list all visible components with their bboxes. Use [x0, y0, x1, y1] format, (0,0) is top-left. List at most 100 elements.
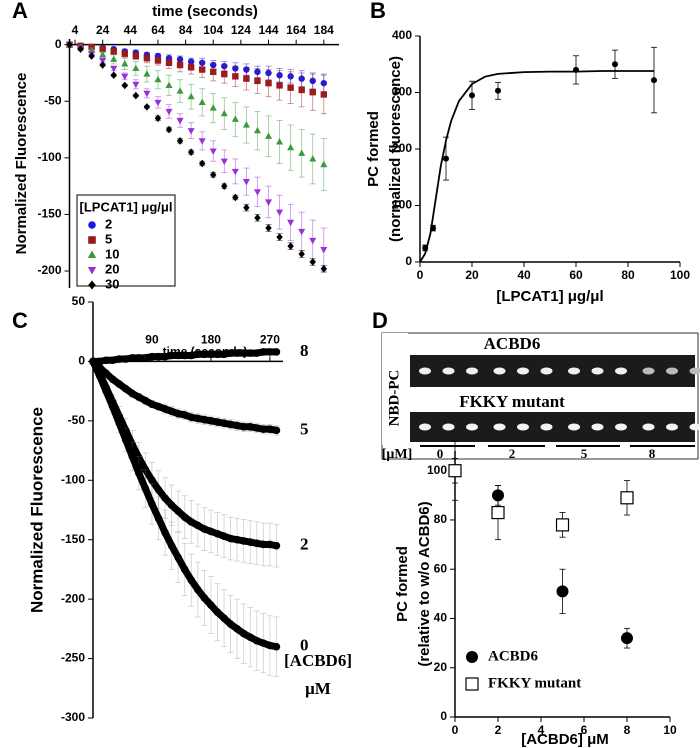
x-tick-label: 8 [624, 723, 631, 737]
x-tick-label: 0 [452, 723, 459, 737]
marker [272, 348, 281, 356]
marker [242, 121, 250, 128]
marker [187, 351, 196, 360]
y-tick-label: 200 [392, 141, 412, 155]
marker [239, 349, 248, 357]
marker [309, 258, 316, 266]
marker [154, 402, 163, 411]
x-tick-label: 20 [465, 268, 479, 282]
marker [265, 224, 272, 232]
marker [265, 79, 272, 87]
marker [99, 61, 106, 69]
marker [176, 137, 184, 145]
marker [209, 104, 217, 111]
marker [135, 469, 143, 477]
gel-band [466, 423, 478, 431]
marker [213, 608, 222, 617]
marker [121, 355, 130, 363]
gel-side [382, 333, 408, 445]
marker [154, 485, 163, 494]
gel-band [666, 367, 678, 375]
marker [174, 351, 182, 360]
marker [259, 639, 268, 647]
marker [573, 66, 579, 73]
marker [233, 421, 241, 430]
marker [233, 625, 241, 633]
marker [148, 476, 156, 485]
marker [266, 348, 274, 356]
marker [259, 348, 268, 356]
y-tick-label: 0 [405, 254, 412, 268]
legend-label: 20 [105, 261, 119, 276]
marker [298, 86, 305, 94]
marker [180, 351, 189, 360]
marker [254, 77, 261, 85]
marker [154, 114, 162, 123]
marker [161, 528, 169, 537]
gel-band [540, 423, 553, 431]
marker [88, 52, 95, 60]
marker [167, 351, 176, 360]
y-tick-label: 0 [78, 354, 85, 368]
marker [621, 632, 633, 645]
y-tick-label: -200 [61, 591, 85, 605]
marker [264, 199, 273, 206]
marker [143, 103, 151, 111]
y-tick-label: 80 [434, 512, 448, 526]
marker [174, 553, 182, 562]
legend-label: 2 [105, 216, 112, 231]
gel-band [442, 367, 455, 375]
marker [180, 513, 189, 521]
marker [154, 514, 163, 523]
marker [443, 155, 449, 162]
marker [239, 629, 248, 638]
gel-band [442, 423, 455, 431]
marker [198, 98, 206, 105]
marker [167, 501, 176, 510]
gel-band [517, 367, 529, 375]
marker [187, 518, 196, 526]
marker [148, 352, 156, 361]
y-axis-label: Normalized Fluorescence [13, 73, 30, 255]
marker [110, 71, 117, 80]
gel-band [540, 367, 553, 375]
marker [207, 527, 215, 536]
marker [272, 426, 281, 435]
marker [276, 209, 284, 217]
legend-label: 30 [105, 276, 119, 291]
marker [226, 620, 235, 628]
x-axis-label: [LPCAT1] μg/μl [496, 288, 603, 305]
lane-label: 2 [509, 446, 516, 461]
marker [187, 64, 195, 71]
marker [148, 400, 156, 409]
y-axis-label: (relative to w/o ACBD6) [416, 501, 433, 666]
legend-label: 5 [105, 231, 112, 246]
marker [110, 48, 117, 55]
marker [187, 92, 195, 100]
marker [465, 677, 479, 691]
marker [132, 91, 140, 100]
marker [165, 59, 173, 66]
y-axis-label: PC formed [394, 546, 411, 622]
marker [266, 641, 274, 650]
x-tick-label: 144 [258, 23, 278, 37]
gel-band [615, 367, 627, 375]
x-tick-label: 64 [151, 23, 165, 37]
marker [422, 244, 429, 251]
gel-band [666, 423, 678, 431]
x-tick-label: 164 [286, 23, 306, 37]
marker [287, 84, 294, 91]
gel-band [466, 367, 478, 375]
marker [194, 521, 202, 530]
y-tick-label: 50 [72, 294, 86, 308]
marker [115, 419, 124, 428]
marker [213, 529, 222, 538]
marker [207, 417, 215, 425]
marker [298, 250, 305, 258]
y-tick-label: -100 [61, 472, 85, 486]
marker [253, 126, 261, 134]
marker [102, 356, 110, 365]
legend-title: [LPCAT1] μg/μl [80, 199, 173, 214]
gel-row-label: ACBD6 [484, 334, 541, 353]
